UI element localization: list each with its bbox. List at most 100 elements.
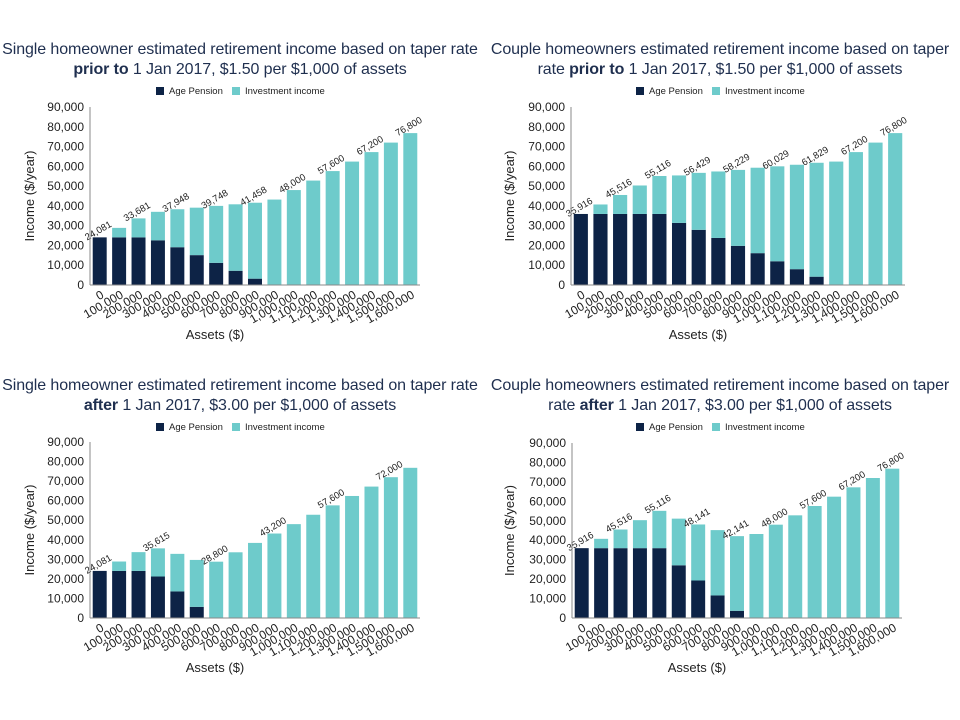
bar-investment-income: [286, 524, 301, 618]
y-axis-title: Income ($/year): [502, 485, 517, 576]
y-tick-label: 30,000: [47, 552, 84, 566]
bar-age-pension: [189, 606, 204, 618]
bar-investment-income: [383, 477, 398, 618]
y-tick-label: 70,000: [47, 474, 84, 488]
bar-age-pension: [574, 548, 589, 618]
y-tick-label: 20,000: [528, 238, 565, 252]
bar-investment-income: [865, 478, 880, 618]
bar-age-pension: [671, 565, 686, 618]
bar-investment-income: [613, 529, 628, 549]
y-tick-label: 0: [558, 278, 565, 292]
y-tick-label: 0: [559, 611, 566, 625]
y-tick-label: 60,000: [47, 494, 84, 508]
chart-panel-single-prior: Single homeowner estimated retirement in…: [0, 0, 480, 355]
bar-investment-income: [403, 133, 418, 285]
bar-age-pension: [691, 580, 706, 618]
y-tick-label: 40,000: [47, 533, 84, 547]
bar-age-pension: [573, 213, 588, 285]
bar-investment-income: [750, 167, 765, 254]
bar-investment-income: [248, 542, 262, 618]
bar-investment-income: [789, 164, 805, 270]
legend-swatch-investment: [232, 423, 240, 431]
y-tick-label: 10,000: [528, 258, 565, 272]
legend-swatch-pension: [156, 423, 164, 431]
stacked-bar-chart: 0 10,000 20,000 30,000 40,000 50,000 60,000 70,…: [22, 100, 424, 342]
bar-investment-income: [248, 202, 262, 279]
y-tick-label: 40,000: [528, 199, 565, 213]
bar-age-pension: [671, 222, 687, 285]
x-axis-title: Assets ($): [669, 327, 728, 342]
bar-investment-income: [788, 515, 803, 618]
bar-investment-income: [594, 538, 609, 549]
bar-investment-income: [228, 204, 243, 271]
y-tick-label: 90,000: [529, 436, 566, 450]
chart-title: Single homeowner estimated retirement in…: [2, 377, 478, 414]
chart-title: Couple homeowners estimated retirement i…: [490, 377, 950, 414]
bar-investment-income: [131, 218, 146, 238]
bar-investment-income: [325, 171, 340, 285]
bar-age-pension: [150, 576, 165, 618]
bar-investment-income: [868, 142, 883, 285]
y-tick-label: 10,000: [47, 591, 84, 605]
bar-investment-income: [112, 227, 127, 238]
stacked-bar-chart: 0 10,000 20,000 30,000 40,000 50,000 60,000 70,…: [502, 436, 906, 675]
bar-investment-income: [306, 514, 321, 618]
bar-investment-income: [848, 152, 863, 285]
bar-age-pension: [131, 237, 146, 285]
y-tick-label: 20,000: [47, 238, 84, 252]
bar-investment-income: [150, 548, 165, 577]
bar-investment-income: [286, 190, 301, 285]
bar-age-pension: [209, 262, 224, 285]
bar-investment-income: [632, 185, 647, 214]
bar-age-pension: [632, 548, 647, 618]
chart-panel-single-after: Single homeowner estimated retirement in…: [0, 336, 480, 691]
bar-investment-income: [170, 209, 185, 248]
bar-age-pension: [112, 570, 127, 618]
bar-investment-income: [652, 175, 667, 214]
y-tick-label: 90,000: [528, 100, 565, 114]
y-axis-title: Income ($/year): [22, 150, 37, 241]
x-axis-title: Assets ($): [186, 660, 245, 675]
bar-investment-income: [888, 133, 903, 285]
y-tick-label: 40,000: [529, 533, 566, 547]
bar-investment-income: [325, 505, 340, 618]
bar-age-pension: [652, 213, 667, 285]
bar-investment-income: [613, 194, 628, 214]
bar-investment-income: [267, 533, 282, 618]
bar-age-pension: [170, 247, 185, 285]
y-tick-label: 50,000: [528, 179, 565, 193]
bar-investment-income: [632, 520, 647, 549]
y-tick-label: 80,000: [47, 455, 84, 469]
bar-investment-income: [809, 162, 824, 277]
legend-item-investment: Investment income: [232, 86, 325, 97]
bar-investment-income: [710, 530, 725, 596]
chart-panel-couple-prior: Couple homeowners estimated retirement i…: [480, 0, 960, 355]
x-axis-title: Assets ($): [668, 660, 727, 675]
bar-investment-income: [403, 467, 418, 618]
legend-item-investment: Investment income: [712, 86, 805, 97]
legend-item-pension: Age Pension: [156, 86, 223, 97]
bar-age-pension: [710, 595, 725, 618]
bar-age-pension: [809, 276, 824, 285]
bar-investment-income: [691, 172, 706, 230]
bar-age-pension: [228, 270, 243, 285]
y-tick-label: 50,000: [47, 179, 84, 193]
y-tick-label: 90,000: [47, 435, 84, 449]
y-tick-label: 70,000: [528, 140, 565, 154]
legend-swatch-pension: [636, 87, 644, 95]
chart-title: Couple homeowners estimated retirement i…: [490, 41, 950, 78]
y-tick-label: 20,000: [47, 572, 84, 586]
bar-investment-income: [345, 161, 360, 285]
bar-investment-income: [345, 495, 360, 618]
bar-investment-income: [593, 204, 608, 214]
legend-item-pension: Age Pension: [156, 422, 223, 433]
y-tick-label: 60,000: [528, 159, 565, 173]
bar-age-pension: [248, 278, 262, 285]
bar-age-pension: [131, 570, 146, 618]
bar-investment-income: [846, 487, 861, 618]
bar-investment-income: [807, 506, 822, 618]
bar-age-pension: [613, 548, 628, 618]
bar-age-pension: [632, 213, 647, 285]
bar-investment-income: [189, 559, 204, 607]
legend-swatch-pension: [156, 87, 164, 95]
